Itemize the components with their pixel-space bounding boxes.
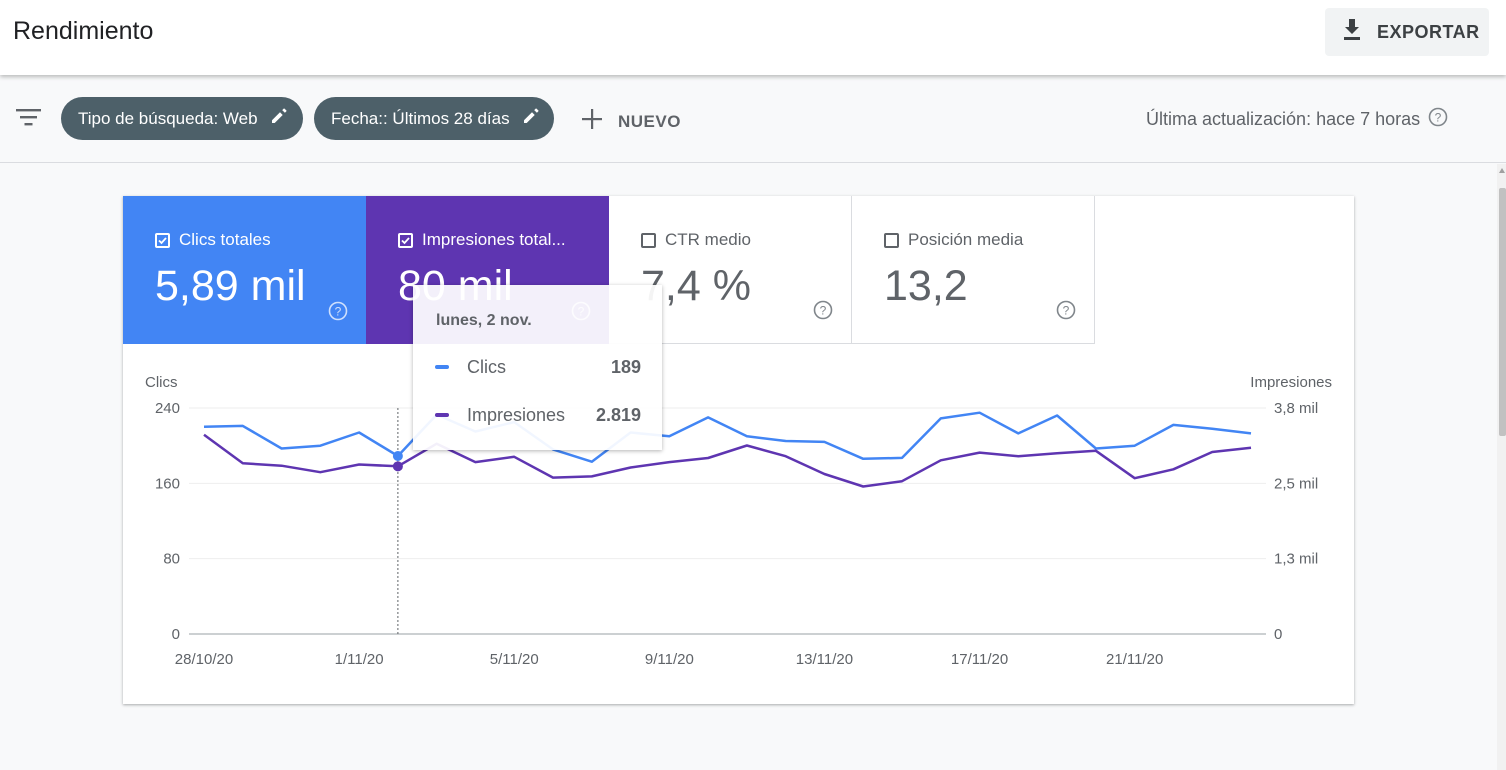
filter-icon[interactable] xyxy=(16,107,41,132)
checkbox-unchecked-icon[interactable] xyxy=(641,232,656,248)
tooltip-series-value: 189 xyxy=(610,356,641,377)
new-filter-label: NUEVO xyxy=(618,111,681,131)
scroll-up-arrow-icon[interactable] xyxy=(1499,168,1505,173)
metric-label: CTR medio xyxy=(665,230,751,249)
tooltip-series-value: 2.819 xyxy=(595,404,641,425)
hover-point-clics xyxy=(392,451,403,462)
svg-text:?: ? xyxy=(335,305,342,319)
left-axis-ticks: 0 80 160 240 xyxy=(155,400,180,643)
metric-value: 5,89 mil xyxy=(155,262,306,310)
tooltip-row-impressions: Impresiones 2.819 xyxy=(435,403,641,427)
right-tick-label: 0 xyxy=(1274,626,1282,643)
help-icon[interactable]: ? xyxy=(813,300,833,325)
x-tick-label: 17/11/20 xyxy=(951,651,1008,668)
metric-label: Clics totales xyxy=(179,230,271,249)
tooltip-series-name: Clics xyxy=(467,356,506,377)
performance-chart[interactable]: Clics Impresiones 0 80 160 240 0 1,3 mil 2,5 … xyxy=(123,344,1354,704)
chip-label: Fecha:: Últimos 28 días xyxy=(331,108,510,128)
last-update-status: Última actualización: hace 7 horas ? xyxy=(1146,107,1448,132)
metric-label: Impresiones total... xyxy=(422,230,566,249)
series-swatch xyxy=(435,365,449,369)
tooltip-series-name: Impresiones xyxy=(467,404,566,425)
left-tick-label: 160 xyxy=(155,475,180,492)
x-tick-label: 21/11/20 xyxy=(1106,651,1163,668)
export-button[interactable]: EXPORTAR xyxy=(1325,8,1489,56)
x-tick-label: 13/11/20 xyxy=(796,651,853,668)
scrollbar-thumb[interactable] xyxy=(1499,188,1506,436)
download-icon xyxy=(1341,18,1363,47)
x-axis-ticks: 28/10/20 1/11/20 5/11/20 9/11/20 13/11/20 17/… xyxy=(175,651,1164,668)
series-swatch xyxy=(435,413,449,417)
date-range-chip[interactable]: Fecha:: Últimos 28 días xyxy=(314,97,554,140)
x-tick-label: 1/11/20 xyxy=(335,651,384,668)
chart-tooltip: lunes, 2 nov. Clics 189 Impresiones 2.81… xyxy=(413,285,662,450)
series-line-clics xyxy=(203,411,1252,463)
metric-value: 13,2 xyxy=(884,262,968,310)
right-tick-label: 1,3 mil xyxy=(1274,551,1318,568)
hover-point-impresiones xyxy=(392,461,403,472)
help-icon[interactable]: ? xyxy=(1428,107,1448,132)
right-tick-label: 2,5 mil xyxy=(1274,475,1318,492)
chip-label: Tipo de búsqueda: Web xyxy=(78,108,258,128)
edit-icon[interactable] xyxy=(522,107,540,130)
search-type-chip[interactable]: Tipo de búsqueda: Web xyxy=(61,97,303,140)
svg-text:?: ? xyxy=(1435,111,1442,125)
hover-points xyxy=(392,451,403,472)
svg-text:?: ? xyxy=(1063,304,1070,318)
help-icon[interactable]: ? xyxy=(328,301,348,326)
checkbox-unchecked-icon[interactable] xyxy=(884,232,899,248)
page-scrollbar[interactable] xyxy=(1497,164,1506,770)
edit-icon[interactable] xyxy=(270,107,288,130)
x-tick-label: 28/10/20 xyxy=(175,651,233,668)
left-axis-label: Clics xyxy=(145,374,178,391)
chart-series xyxy=(203,411,1252,488)
page-title: Rendimiento xyxy=(13,17,154,45)
last-update-text: Última actualización: hace 7 horas xyxy=(1146,109,1421,129)
svg-text:?: ? xyxy=(820,304,827,318)
checkbox-checked-icon[interactable] xyxy=(398,232,413,248)
right-axis-label: Impresiones xyxy=(1250,374,1332,391)
new-filter-button[interactable]: NUEVO xyxy=(580,107,681,136)
metric-total-clicks[interactable]: Clics totales 5,89 mil ? xyxy=(123,196,366,344)
series-line-impresiones xyxy=(203,433,1252,488)
x-tick-label: 5/11/20 xyxy=(490,651,539,668)
left-tick-label: 0 xyxy=(172,626,180,643)
performance-card: Clics totales 5,89 mil ? Impresiones tot… xyxy=(123,196,1354,704)
filter-bar: Tipo de búsqueda: Web Fecha:: Últimos 28… xyxy=(0,75,1506,163)
tooltip-row-clicks: Clics 189 xyxy=(435,355,641,379)
right-tick-label: 3,8 mil xyxy=(1274,400,1318,417)
x-tick-label: 9/11/20 xyxy=(645,651,694,668)
help-icon[interactable]: ? xyxy=(1056,300,1076,325)
right-axis-ticks: 0 1,3 mil 2,5 mil 3,8 mil xyxy=(1274,400,1318,643)
chart-grid xyxy=(189,407,1266,635)
checkbox-checked-icon[interactable] xyxy=(155,232,170,248)
metric-average-position[interactable]: Posición media 13,2 ? xyxy=(852,196,1095,344)
app-header: Rendimiento EXPORTAR xyxy=(0,0,1506,75)
plus-icon xyxy=(580,107,604,136)
metric-label: Posición media xyxy=(908,230,1024,249)
tooltip-date: lunes, 2 nov. xyxy=(436,312,532,329)
left-tick-label: 240 xyxy=(155,400,180,417)
export-label: EXPORTAR xyxy=(1377,21,1480,42)
left-tick-label: 80 xyxy=(163,551,180,568)
